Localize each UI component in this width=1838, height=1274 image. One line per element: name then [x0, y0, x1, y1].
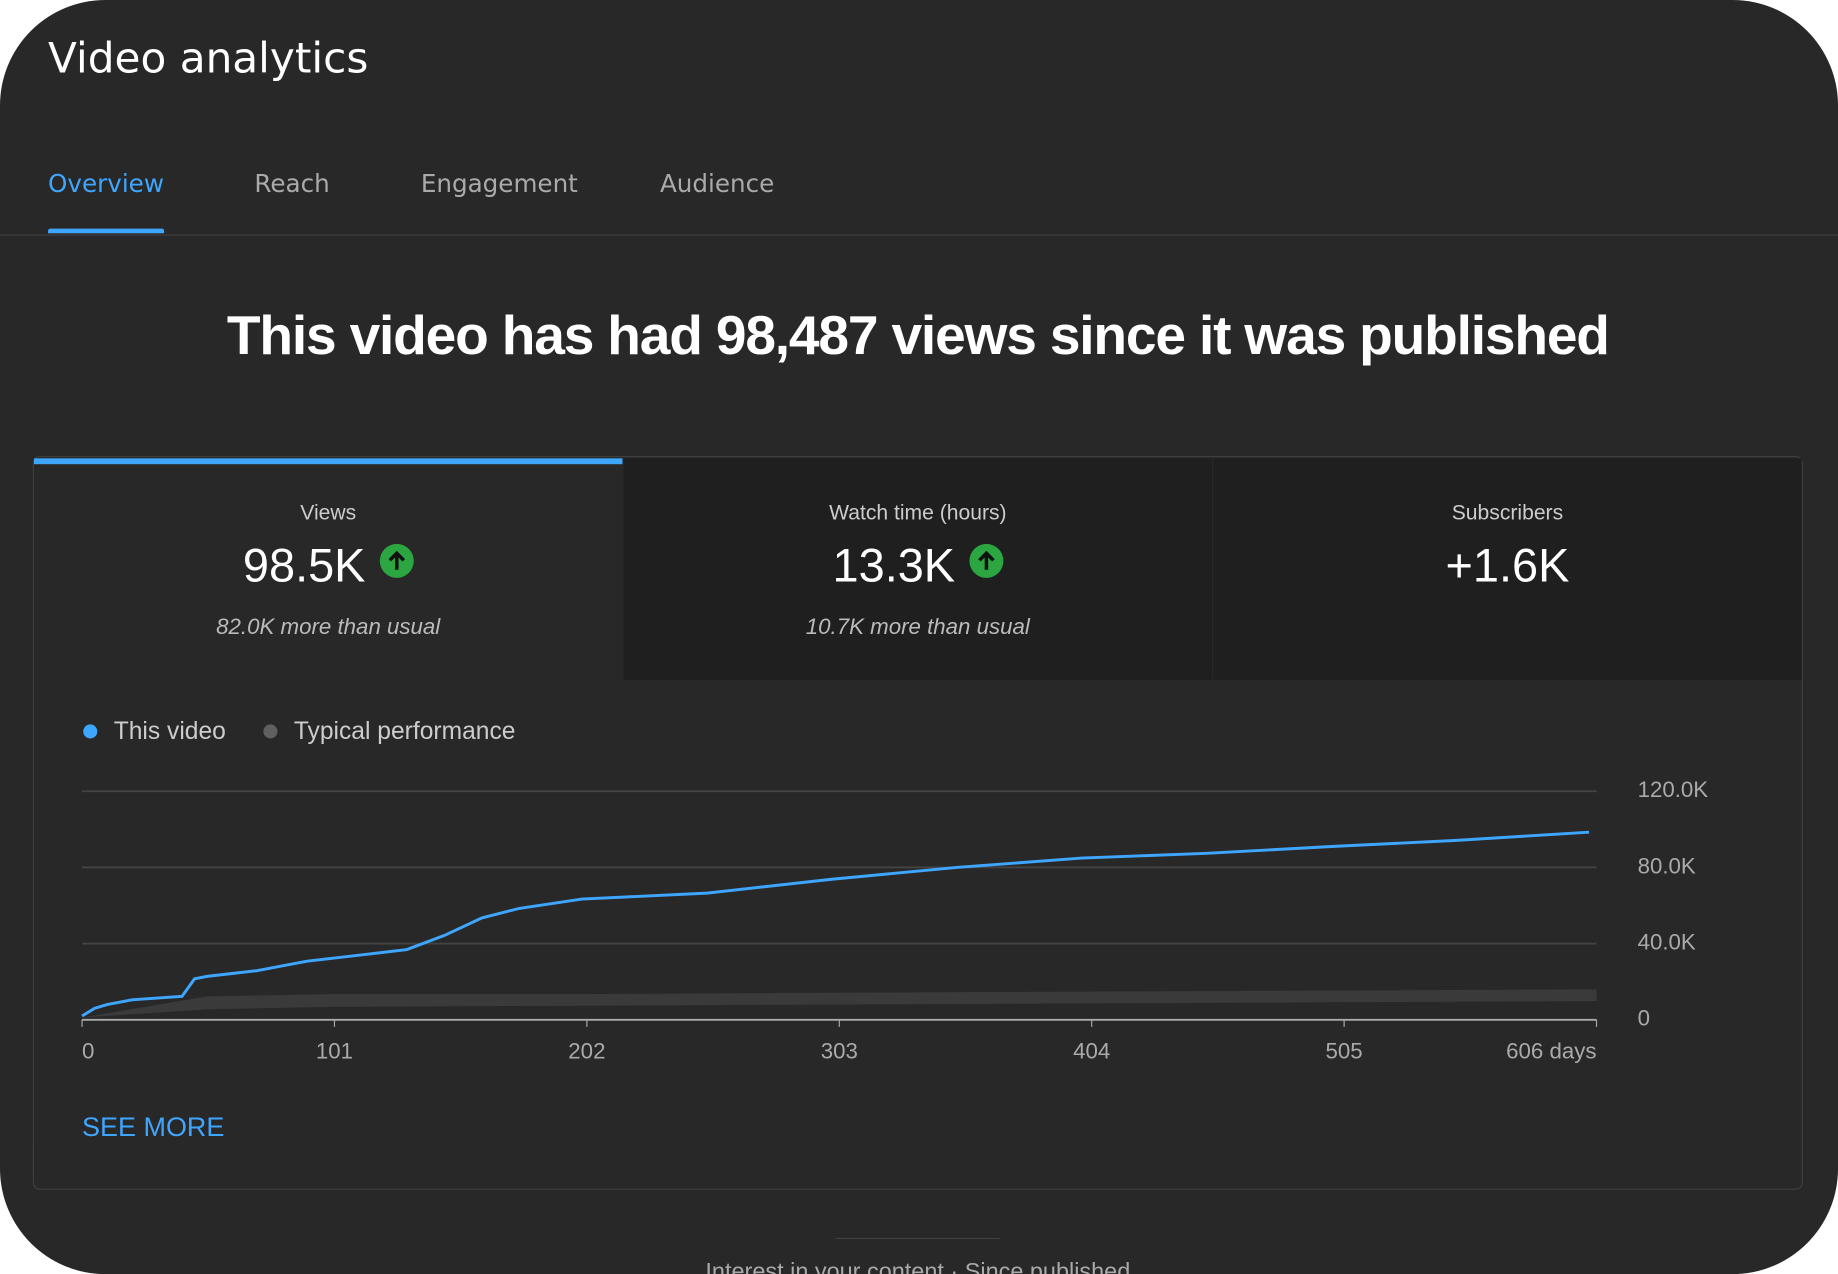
y-tick-label: 80.0K [1638, 853, 1696, 878]
metric-card[interactable]: Views 98.5K 82.0K more than usual [33, 458, 623, 680]
x-tick-label: 202 [568, 1039, 605, 1064]
x-tick-label: 101 [316, 1039, 353, 1064]
x-tick-label: 303 [821, 1039, 858, 1064]
line [81, 830, 1590, 1018]
legend-label: Typical performance [294, 718, 516, 745]
up-icon [379, 543, 414, 578]
legend-label: This video [114, 718, 226, 745]
metric-label: Views [300, 500, 357, 524]
up-icon [969, 543, 1004, 578]
divider [0, 234, 1838, 236]
divider [835, 1237, 1000, 1240]
metric-label: Watch time (hours) [829, 500, 1007, 524]
headline: This video has had 98,487 views since it… [226, 303, 1610, 366]
tab[interactable]: Engagement [420, 169, 578, 199]
x-tick-label: 404 [1073, 1039, 1110, 1064]
metric-note: 82.0K more than usual [216, 615, 441, 641]
metric-value: +1.6K [1213, 540, 1801, 593]
page-title: Video analytics [48, 35, 369, 84]
metric-number: +1.6K [1445, 540, 1570, 592]
tab-indicator [48, 228, 164, 234]
metric-card[interactable]: Subscribers +1.6K [1213, 458, 1802, 680]
metric-card[interactable]: Watch time (hours) 13.3K 10.7K more than u… [623, 458, 1213, 680]
metric-number: 13.3K [832, 540, 956, 592]
card-frame [32, 455, 1803, 1190]
legend-dot [263, 724, 278, 739]
legend-dot [83, 724, 98, 739]
y-tick-label: 0 [1638, 1006, 1650, 1031]
typical-band [82, 989, 1597, 1018]
metric-note: 10.7K more than usual [805, 615, 1030, 641]
see-more[interactable]: SEE MORE [82, 1111, 225, 1142]
metric-number: 98.5K [242, 540, 366, 592]
selected-bar [33, 458, 623, 465]
metric-value: 13.3K [624, 540, 1212, 593]
tab[interactable]: Reach [254, 169, 330, 199]
y-tick-label: 120.0K [1638, 777, 1709, 802]
x-tick-label: 606 days [1506, 1039, 1596, 1064]
y-tick-label: 40.0K [1638, 930, 1696, 955]
metric-label: Subscribers [1451, 500, 1564, 524]
section-title: Interest in your content · Since publish… [705, 1258, 1131, 1274]
x-tick-label: 505 [1326, 1039, 1363, 1064]
tab[interactable]: Overview [48, 169, 164, 199]
tab[interactable]: Audience [659, 169, 775, 199]
x-tick-label: 0 [82, 1039, 94, 1064]
metric-value: 98.5K [34, 540, 622, 593]
